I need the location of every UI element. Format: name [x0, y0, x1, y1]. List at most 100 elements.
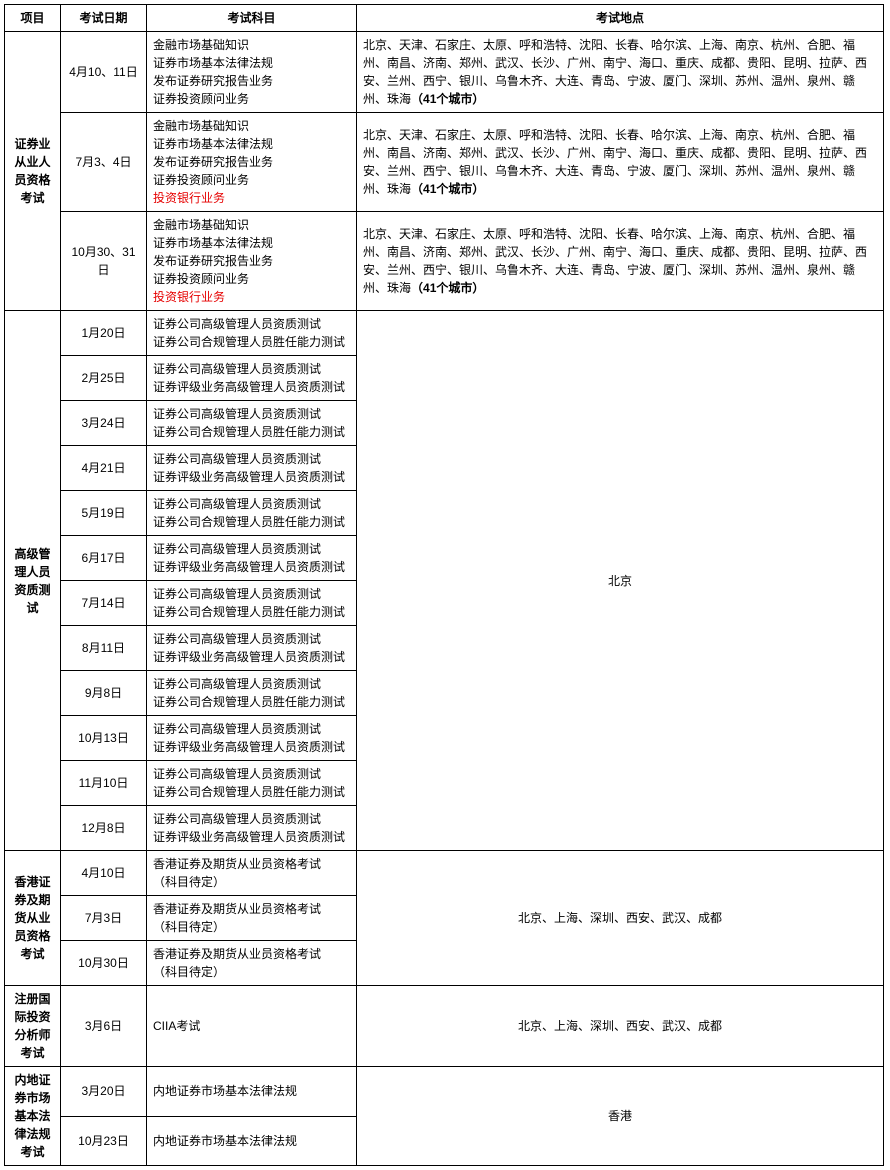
- date-cell: 7月14日: [61, 581, 147, 626]
- subject-line: 证券评级业务高级管理人员资质测试: [153, 558, 350, 576]
- location-cell: 北京: [357, 311, 884, 851]
- header-row: 项目 考试日期 考试科目 考试地点: [5, 5, 884, 32]
- subject-cell: 证券公司高级管理人员资质测试证券公司合规管理人员胜任能力测试: [147, 671, 357, 716]
- subject-line: 证券公司高级管理人员资质测试: [153, 540, 350, 558]
- subject-line: 金融市场基础知识: [153, 117, 350, 135]
- subject-line: 金融市场基础知识: [153, 36, 350, 54]
- subject-line: 发布证券研究报告业务: [153, 252, 350, 270]
- date-cell: 5月19日: [61, 491, 147, 536]
- subject-line: 证券市场基本法律法规: [153, 54, 350, 72]
- subject-line: CIIA考试: [153, 1017, 350, 1035]
- date-cell: 3月20日: [61, 1067, 147, 1117]
- subject-line: 证券评级业务高级管理人员资质测试: [153, 648, 350, 666]
- subject-cell: 金融市场基础知识证券市场基本法律法规发布证券研究报告业务证券投资顾问业务投资银行…: [147, 113, 357, 212]
- date-cell: 3月6日: [61, 986, 147, 1067]
- date-cell: 7月3日: [61, 896, 147, 941]
- location-cell: 北京、天津、石家庄、太原、呼和浩特、沈阳、长春、哈尔滨、上海、南京、杭州、合肥、…: [357, 212, 884, 311]
- date-cell: 2月25日: [61, 356, 147, 401]
- table-row: 10月30、31日金融市场基础知识证券市场基本法律法规发布证券研究报告业务证券投…: [5, 212, 884, 311]
- date-cell: 10月23日: [61, 1116, 147, 1166]
- subject-line: 投资银行业务: [153, 189, 350, 207]
- subject-line: 香港证券及期货从业员资格考试: [153, 855, 350, 873]
- subject-line: 证券公司合规管理人员胜任能力测试: [153, 603, 350, 621]
- subject-cell: 金融市场基础知识证券市场基本法律法规发布证券研究报告业务证券投资顾问业务投资银行…: [147, 212, 357, 311]
- subject-line: 证券公司合规管理人员胜任能力测试: [153, 333, 350, 351]
- location-count: （41个城市）: [411, 182, 484, 196]
- date-cell: 7月3、4日: [61, 113, 147, 212]
- header-date: 考试日期: [61, 5, 147, 32]
- subject-line: 证券公司高级管理人员资质测试: [153, 765, 350, 783]
- date-cell: 12月8日: [61, 806, 147, 851]
- project-cell: 证券业从业人员资格考试: [5, 32, 61, 311]
- subject-cell: 证券公司高级管理人员资质测试证券评级业务高级管理人员资质测试: [147, 536, 357, 581]
- date-cell: 9月8日: [61, 671, 147, 716]
- subject-line: 证券评级业务高级管理人员资质测试: [153, 738, 350, 756]
- subject-cell: 证券公司高级管理人员资质测试证券评级业务高级管理人员资质测试: [147, 716, 357, 761]
- subject-line: 内地证券市场基本法律法规: [153, 1132, 350, 1150]
- date-cell: 10月30、31日: [61, 212, 147, 311]
- subject-cell: 证券公司高级管理人员资质测试证券公司合规管理人员胜任能力测试: [147, 311, 357, 356]
- subject-line: 证券公司高级管理人员资质测试: [153, 585, 350, 603]
- header-project: 项目: [5, 5, 61, 32]
- subject-line: 证券公司高级管理人员资质测试: [153, 315, 350, 333]
- subject-line: 证券公司高级管理人员资质测试: [153, 495, 350, 513]
- date-cell: 10月13日: [61, 716, 147, 761]
- location-cell: 北京、上海、深圳、西安、武汉、成都: [357, 851, 884, 986]
- location-cell: 香港: [357, 1067, 884, 1166]
- subject-line: 香港证券及期货从业员资格考试: [153, 945, 350, 963]
- date-cell: 4月10、11日: [61, 32, 147, 113]
- subject-cell: 证券公司高级管理人员资质测试证券公司合规管理人员胜任能力测试: [147, 761, 357, 806]
- subject-line: （科目待定）: [153, 918, 350, 936]
- subject-line: 香港证券及期货从业员资格考试: [153, 900, 350, 918]
- subject-line: （科目待定）: [153, 873, 350, 891]
- subject-line: 证券公司高级管理人员资质测试: [153, 675, 350, 693]
- subject-line: 投资银行业务: [153, 288, 350, 306]
- subject-cell: 内地证券市场基本法律法规: [147, 1067, 357, 1117]
- project-cell: 内地证券市场基本法律法规考试: [5, 1067, 61, 1166]
- table-row: 香港证券及期货从业员资格考试4月10日香港证券及期货从业员资格考试（科目待定）北…: [5, 851, 884, 896]
- date-cell: 3月24日: [61, 401, 147, 446]
- subject-line: 金融市场基础知识: [153, 216, 350, 234]
- subject-line: 发布证券研究报告业务: [153, 153, 350, 171]
- date-cell: 4月21日: [61, 446, 147, 491]
- subject-line: 证券公司合规管理人员胜任能力测试: [153, 513, 350, 531]
- table-row: 内地证券市场基本法律法规考试3月20日内地证券市场基本法律法规香港: [5, 1067, 884, 1117]
- date-cell: 11月10日: [61, 761, 147, 806]
- table-row: 注册国际投资分析师考试3月6日 CIIA考试北京、上海、深圳、西安、武汉、成都: [5, 986, 884, 1067]
- header-subject: 考试科目: [147, 5, 357, 32]
- subject-line: 证券市场基本法律法规: [153, 234, 350, 252]
- header-location: 考试地点: [357, 5, 884, 32]
- subject-line: 证券公司高级管理人员资质测试: [153, 630, 350, 648]
- subject-line: 证券公司高级管理人员资质测试: [153, 810, 350, 828]
- project-cell: 注册国际投资分析师考试: [5, 986, 61, 1067]
- project-cell: 高级管理人员资质测试: [5, 311, 61, 851]
- subject-line: 内地证券市场基本法律法规: [153, 1082, 350, 1100]
- subject-cell: 证券公司高级管理人员资质测试证券公司合规管理人员胜任能力测试: [147, 401, 357, 446]
- subject-line: 证券公司高级管理人员资质测试: [153, 720, 350, 738]
- subject-cell: 香港证券及期货从业员资格考试（科目待定）: [147, 896, 357, 941]
- subject-line: 发布证券研究报告业务: [153, 72, 350, 90]
- date-cell: 4月10日: [61, 851, 147, 896]
- location-count: （41个城市）: [411, 281, 484, 295]
- project-cell: 香港证券及期货从业员资格考试: [5, 851, 61, 986]
- date-cell: 8月11日: [61, 626, 147, 671]
- subject-line: 证券投资顾问业务: [153, 90, 350, 108]
- subject-cell: 证券公司高级管理人员资质测试证券评级业务高级管理人员资质测试: [147, 446, 357, 491]
- table-row: 高级管理人员资质测试1月20日证券公司高级管理人员资质测试证券公司合规管理人员胜…: [5, 311, 884, 356]
- subject-cell: 香港证券及期货从业员资格考试（科目待定）: [147, 941, 357, 986]
- subject-cell: 证券公司高级管理人员资质测试证券评级业务高级管理人员资质测试: [147, 806, 357, 851]
- subject-cell: 内地证券市场基本法律法规: [147, 1116, 357, 1166]
- subject-cell: 证券公司高级管理人员资质测试证券公司合规管理人员胜任能力测试: [147, 491, 357, 536]
- date-cell: 1月20日: [61, 311, 147, 356]
- subject-cell: 证券公司高级管理人员资质测试证券评级业务高级管理人员资质测试: [147, 626, 357, 671]
- subject-line: 证券公司合规管理人员胜任能力测试: [153, 693, 350, 711]
- subject-cell: 证券公司高级管理人员资质测试证券公司合规管理人员胜任能力测试: [147, 581, 357, 626]
- subject-line: 证券公司合规管理人员胜任能力测试: [153, 783, 350, 801]
- subject-line: 证券公司高级管理人员资质测试: [153, 360, 350, 378]
- subject-line: 证券公司合规管理人员胜任能力测试: [153, 423, 350, 441]
- subject-line: 证券评级业务高级管理人员资质测试: [153, 828, 350, 846]
- location-cell: 北京、天津、石家庄、太原、呼和浩特、沈阳、长春、哈尔滨、上海、南京、杭州、合肥、…: [357, 32, 884, 113]
- subject-line: 证券市场基本法律法规: [153, 135, 350, 153]
- location-cell: 北京、上海、深圳、西安、武汉、成都: [357, 986, 884, 1067]
- subject-line: （科目待定）: [153, 963, 350, 981]
